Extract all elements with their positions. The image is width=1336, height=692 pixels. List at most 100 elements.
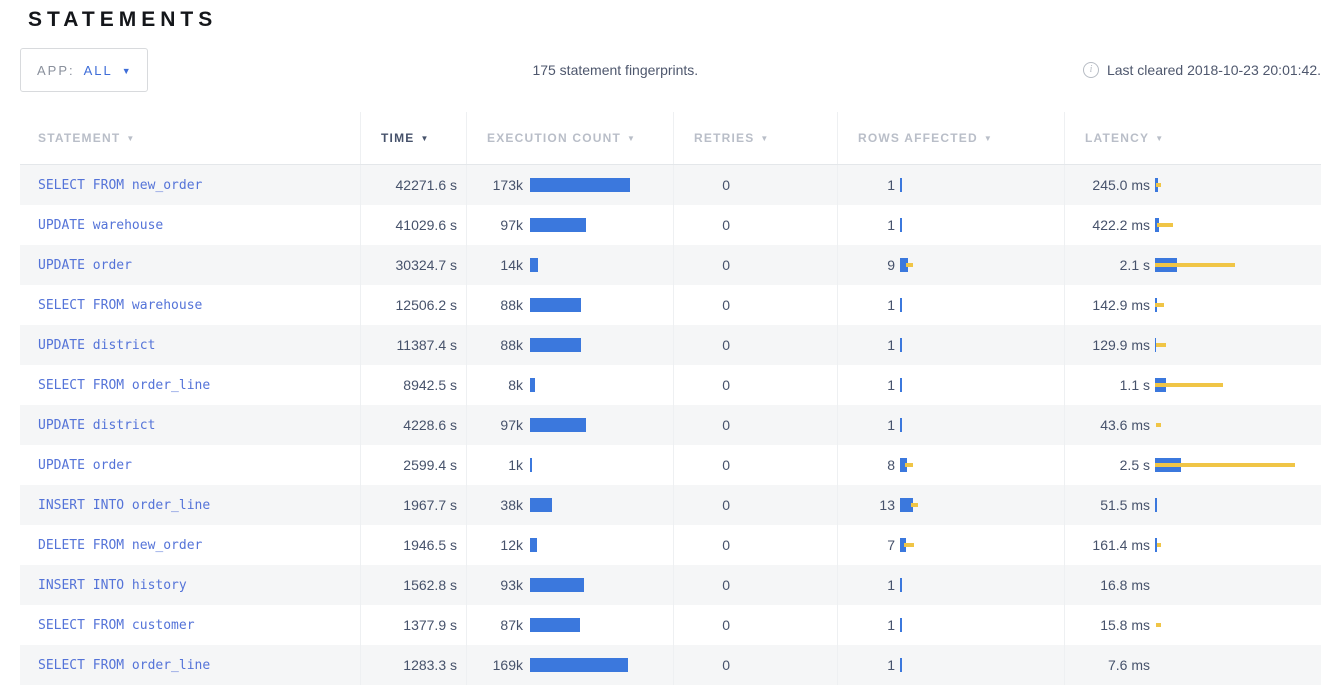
statement-link[interactable]: UPDATE order	[38, 457, 132, 473]
retries-value: 0	[722, 577, 730, 593]
execution-count-bar	[530, 338, 581, 352]
rows-affected-stddev-bar	[905, 463, 913, 467]
execution-count-bar-chart	[530, 535, 673, 555]
time-value: 41029.6 s	[395, 217, 458, 233]
rows-affected-bar-chart	[900, 295, 1064, 315]
table-row: SELECT FROM order_line 8942.5 s 8k 0 1 1…	[20, 365, 1321, 405]
latency-bar-chart	[1155, 175, 1321, 195]
rows-affected-mean-bar	[900, 298, 902, 312]
info-icon[interactable]: i	[1082, 62, 1099, 78]
time-value: 11387.4 s	[396, 337, 457, 353]
table-row: INSERT INTO order_line 1967.7 s 38k 0 13…	[20, 485, 1321, 525]
rows-affected-mean-bar	[900, 338, 902, 352]
statement-link[interactable]: SELECT FROM new_order	[38, 177, 203, 193]
column-header-rows-affected[interactable]: ROWS AFFECTED ▼	[838, 112, 1065, 164]
column-header-latency[interactable]: LATENCY ▼	[1085, 131, 1165, 145]
time-value: 42271.6 s	[395, 177, 458, 193]
retries-value: 0	[722, 417, 730, 433]
sort-arrow-icon: ▼	[983, 133, 993, 143]
app-filter-dropdown[interactable]: APP: ALL ▼	[20, 48, 148, 92]
latency-mean-bar	[1155, 538, 1157, 552]
table-row: SELECT FROM order_line 1283.3 s 169k 0 1…	[20, 645, 1321, 685]
rows-affected-mean-bar	[900, 458, 907, 472]
page-title: STATEMENTS	[28, 8, 218, 31]
rows-affected-bar-chart	[900, 615, 1064, 635]
statement-link[interactable]: SELECT FROM order_line	[38, 377, 211, 393]
rows-affected-mean-bar	[900, 378, 902, 392]
execution-count-bar-chart	[530, 415, 673, 435]
statement-link[interactable]: INSERT INTO history	[38, 577, 187, 593]
table-row: INSERT INTO history 1562.8 s 93k 0 1 16.…	[20, 565, 1321, 605]
execution-count-bar	[530, 578, 584, 592]
time-value: 30324.7 s	[395, 257, 458, 273]
statements-table: STATEMENT ▼ TIME ▼ EXECUTION COUNT ▼ RET…	[20, 112, 1321, 685]
execution-count-value: 93k	[500, 577, 523, 593]
execution-count-bar	[530, 418, 586, 432]
statement-link[interactable]: SELECT FROM customer	[38, 617, 195, 633]
execution-count-bar-chart	[530, 495, 673, 515]
column-header-statement[interactable]: STATEMENT ▼	[20, 112, 361, 164]
latency-mean-bar	[1155, 338, 1156, 352]
latency-stddev-bar	[1155, 383, 1223, 387]
execution-count-value: 12k	[500, 537, 523, 553]
latency-bar-chart	[1155, 615, 1321, 635]
statement-link[interactable]: DELETE FROM new_order	[38, 537, 203, 553]
rows-affected-bar-chart	[900, 255, 1064, 275]
statement-link[interactable]: UPDATE district	[38, 337, 156, 353]
time-value: 4228.6 s	[403, 417, 457, 433]
rows-affected-value: 1	[887, 617, 895, 633]
toolbar: APP: ALL ▼ 175 statement fingerprints. i…	[20, 48, 1321, 92]
latency-value: 1.1 s	[1119, 377, 1150, 393]
retries-value: 0	[722, 537, 730, 553]
time-value: 1967.7 s	[403, 497, 457, 513]
column-header-time[interactable]: TIME ▼	[361, 112, 467, 164]
retries-value: 0	[722, 657, 730, 673]
statement-link[interactable]: INSERT INTO order_line	[38, 497, 211, 513]
table-row: SELECT FROM warehouse 12506.2 s 88k 0 1 …	[20, 285, 1321, 325]
rows-affected-mean-bar	[900, 258, 908, 272]
latency-stddev-bar	[1155, 263, 1235, 267]
retries-value: 0	[722, 297, 730, 313]
statement-link[interactable]: SELECT FROM warehouse	[38, 297, 203, 313]
latency-bar-chart	[1155, 535, 1321, 555]
latency-bar-chart	[1155, 255, 1321, 275]
retries-value: 0	[722, 337, 730, 353]
rows-affected-value: 1	[887, 297, 895, 313]
execution-count-bar	[530, 258, 538, 272]
column-header-retries[interactable]: RETRIES ▼	[674, 112, 838, 164]
time-value: 1562.8 s	[403, 577, 457, 593]
statement-link[interactable]: UPDATE district	[38, 417, 156, 433]
execution-count-bar	[530, 538, 537, 552]
column-header-execution-count[interactable]: EXECUTION COUNT ▼	[467, 112, 674, 164]
last-cleared-text: Last cleared 2018-10-23 20:01:42.	[1106, 62, 1321, 78]
execution-count-bar-chart	[530, 575, 673, 595]
sort-arrow-icon: ▼	[627, 133, 637, 143]
execution-count-value: 88k	[500, 297, 523, 313]
execution-count-bar	[530, 378, 535, 392]
statement-link[interactable]: SELECT FROM order_line	[38, 657, 211, 673]
table-body: SELECT FROM new_order 42271.6 s 173k 0 1…	[20, 165, 1321, 685]
rows-affected-value: 1	[887, 577, 895, 593]
execution-count-bar	[530, 498, 552, 512]
rows-affected-value: 13	[879, 497, 895, 513]
latency-stddev-bar	[1157, 223, 1173, 227]
statement-link[interactable]: UPDATE order	[38, 257, 132, 273]
rows-affected-bar-chart	[900, 455, 1064, 475]
execution-count-bar	[530, 458, 532, 472]
rows-affected-bar-chart	[900, 215, 1064, 235]
latency-bar-chart	[1155, 575, 1321, 595]
table-row: UPDATE order 30324.7 s 14k 0 9 2.1 s	[20, 245, 1321, 285]
time-value: 1283.3 s	[403, 657, 457, 673]
latency-stddev-bar	[1156, 623, 1161, 627]
rows-affected-value: 9	[887, 257, 895, 273]
latency-stddev-bar	[1156, 423, 1161, 427]
app-filter-value: ALL	[83, 62, 113, 78]
latency-value: 142.9 ms	[1092, 297, 1150, 313]
statement-link[interactable]: UPDATE warehouse	[38, 217, 164, 233]
latency-value: 161.4 ms	[1092, 537, 1150, 553]
latency-value: 129.9 ms	[1092, 337, 1150, 353]
rows-affected-value: 1	[887, 377, 895, 393]
latency-value: 2.1 s	[1119, 257, 1150, 273]
latency-value: 2.5 s	[1119, 457, 1150, 473]
